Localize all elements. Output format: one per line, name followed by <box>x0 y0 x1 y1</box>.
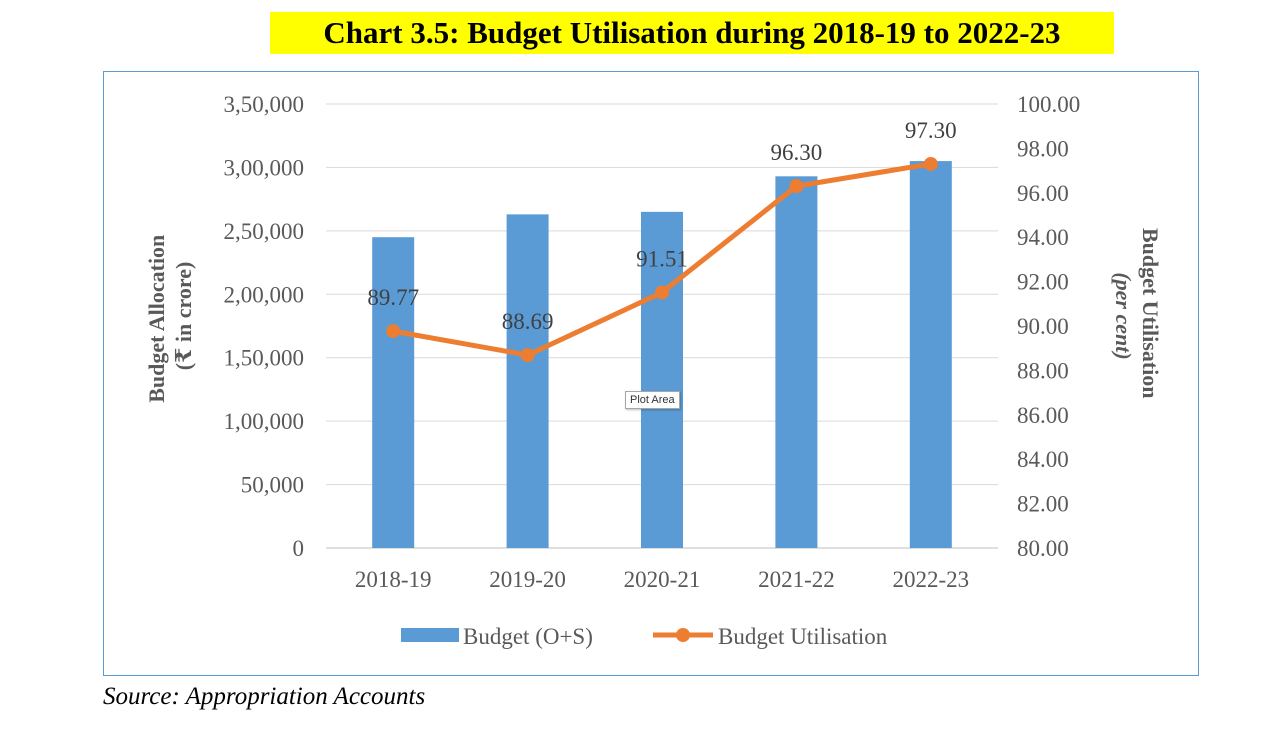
line-series <box>386 156 938 363</box>
plot-area-tooltip: Plot Area <box>625 391 680 409</box>
source-note: Source: Appropriation Accounts <box>103 683 426 710</box>
line-point <box>789 179 804 194</box>
x-tick-label: 2022-23 <box>892 567 969 592</box>
y-right-tick-label: 88.00 <box>1017 358 1069 383</box>
y-right-tick-label: 92.00 <box>1017 270 1069 295</box>
tick-labels: 0 50,000 1,00,000 1,50,000 2,00,000 2,50,000 3… <box>224 92 1081 592</box>
line-data-label: 91.51 <box>636 246 688 271</box>
line-data-label: 97.30 <box>905 118 957 143</box>
legend: Budget (O+S) Budget Utilisation <box>401 624 888 649</box>
y-right-tick-label: 96.00 <box>1017 181 1069 206</box>
bar <box>909 161 952 549</box>
data-labels: 89.77 88.69 91.51 96.30 97.30 <box>367 118 956 334</box>
y-left-tick-label: 50,000 <box>241 473 304 498</box>
y-left-tick-label: 1,00,000 <box>224 409 305 434</box>
y-right-tick-label: 100.00 <box>1017 92 1080 117</box>
chart-area[interactable] <box>103 71 1199 676</box>
y-left-tick-label: 0 <box>293 536 305 561</box>
x-tick-label: 2021-22 <box>758 567 835 592</box>
line-point <box>923 156 938 171</box>
line-point <box>386 324 401 339</box>
x-tick-label: 2018-19 <box>355 567 432 592</box>
y-left-axis-title: Budget Allocation (₹ in crore) <box>144 229 196 403</box>
y-right-tick-label: 80.00 <box>1017 536 1069 561</box>
y-left-tick-label: 2,50,000 <box>224 219 305 244</box>
y-left-tick-label: 3,50,000 <box>224 92 305 117</box>
line-data-label: 96.30 <box>771 140 823 165</box>
y-right-tick-label: 90.00 <box>1017 314 1069 339</box>
chart-title: Chart 3.5: Budget Utilisation during 201… <box>270 12 1114 54</box>
line-data-label: 89.77 <box>367 285 419 310</box>
y-right-tick-label: 86.00 <box>1017 403 1069 428</box>
line-data-label: 88.69 <box>502 309 554 334</box>
legend-marker-utilisation <box>676 628 690 642</box>
y-right-axis-title: Budget Utilisation (per cent) <box>1111 228 1163 404</box>
bar <box>372 237 415 548</box>
legend-label-utilisation: Budget Utilisation <box>718 624 888 649</box>
y-right-tick-label: 94.00 <box>1017 225 1069 250</box>
line-point <box>655 285 669 300</box>
y-left-tick-label: 3,00,000 <box>224 155 305 180</box>
x-tick-label: 2020-21 <box>624 567 701 592</box>
line-point <box>520 348 535 363</box>
y-right-tick-label: 98.00 <box>1017 136 1069 161</box>
legend-label-budget: Budget (O+S) <box>463 624 593 649</box>
bar <box>641 211 683 549</box>
y-left-tick-label: 1,50,000 <box>224 346 305 371</box>
bar <box>775 176 818 548</box>
legend-swatch-budget <box>401 628 459 642</box>
y-left-tick-label: 2,00,000 <box>224 282 305 307</box>
x-tick-label: 2019-20 <box>489 567 566 592</box>
y-right-tick-label: 84.00 <box>1017 447 1069 472</box>
bar-series <box>372 161 952 549</box>
y-right-tick-label: 82.00 <box>1017 492 1069 517</box>
bar <box>506 214 549 548</box>
